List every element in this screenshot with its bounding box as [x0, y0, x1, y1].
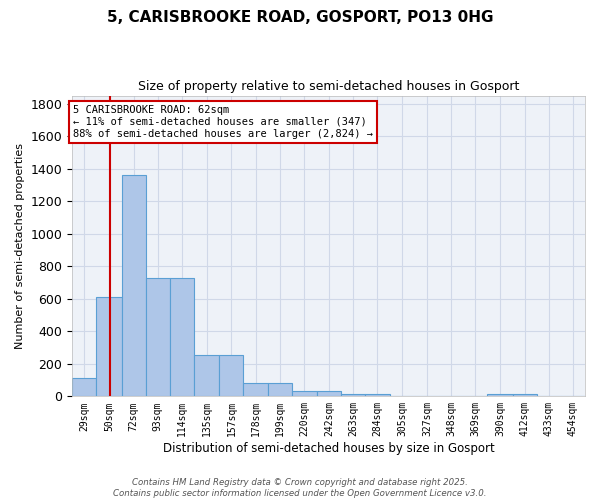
Title: Size of property relative to semi-detached houses in Gosport: Size of property relative to semi-detach… — [138, 80, 519, 93]
Bar — [341, 394, 365, 396]
Bar — [512, 394, 537, 396]
X-axis label: Distribution of semi-detached houses by size in Gosport: Distribution of semi-detached houses by … — [163, 442, 494, 455]
Bar — [317, 390, 341, 396]
Bar — [170, 278, 194, 396]
Bar — [97, 297, 122, 396]
Bar — [146, 278, 170, 396]
Bar — [72, 378, 97, 396]
Bar — [194, 355, 220, 397]
Bar — [292, 390, 317, 396]
Text: 5, CARISBROOKE ROAD, GOSPORT, PO13 0HG: 5, CARISBROOKE ROAD, GOSPORT, PO13 0HG — [107, 10, 493, 25]
Bar — [122, 175, 146, 396]
Bar — [268, 384, 292, 396]
Bar — [220, 355, 244, 397]
Bar — [365, 394, 389, 396]
Text: Contains HM Land Registry data © Crown copyright and database right 2025.
Contai: Contains HM Land Registry data © Crown c… — [113, 478, 487, 498]
Y-axis label: Number of semi-detached properties: Number of semi-detached properties — [15, 143, 25, 349]
Text: 5 CARISBROOKE ROAD: 62sqm
← 11% of semi-detached houses are smaller (347)
88% of: 5 CARISBROOKE ROAD: 62sqm ← 11% of semi-… — [73, 106, 373, 138]
Bar — [487, 394, 512, 396]
Bar — [244, 384, 268, 396]
